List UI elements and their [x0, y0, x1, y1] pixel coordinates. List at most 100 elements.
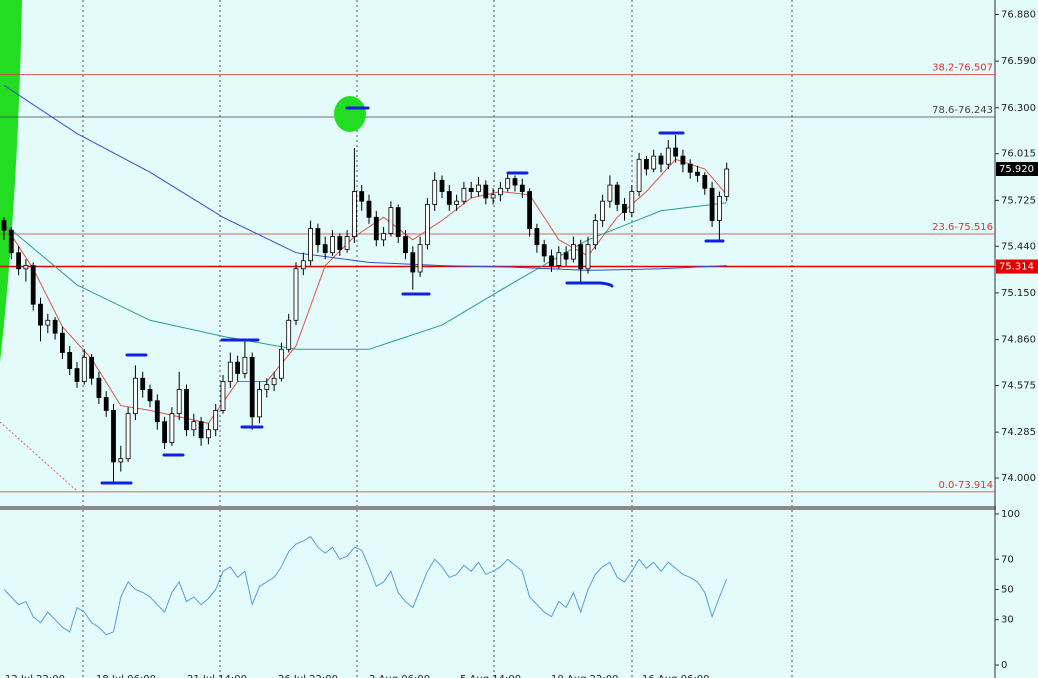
candle-body	[410, 252, 416, 273]
candle-body	[614, 184, 620, 205]
candle-body	[330, 236, 335, 254]
candle-body	[351, 191, 357, 238]
candle-body	[687, 163, 693, 173]
candle-body	[439, 179, 445, 192]
y-tick-label: 50	[1001, 584, 1014, 595]
candle-body	[519, 184, 525, 192]
price-marker	[996, 259, 1038, 274]
candle-body	[629, 191, 635, 213]
candle-body	[293, 268, 299, 321]
candle-body	[680, 155, 686, 165]
candle-body	[359, 191, 365, 202]
candle-body	[571, 244, 576, 260]
candle-body	[622, 204, 627, 213]
candle-body	[96, 377, 102, 398]
candle-body	[717, 195, 722, 221]
time-label: 26 Jul 22:00	[278, 674, 338, 678]
trend-line	[0, 421, 77, 491]
candle-body	[709, 187, 715, 221]
time-grid	[82, 0, 793, 678]
candle-body	[702, 175, 708, 189]
price-marker	[996, 162, 1038, 176]
candle-body	[198, 421, 204, 439]
candle-body	[140, 377, 146, 390]
candle-body	[403, 236, 408, 254]
candle-body	[337, 236, 343, 250]
candle-body	[162, 421, 168, 444]
candle-body	[30, 265, 36, 305]
y-tick-label: 30	[1001, 615, 1014, 626]
candle-body	[235, 361, 241, 374]
time-label: 2 Aug 06:00	[369, 674, 430, 678]
panel-separator	[0, 506, 996, 510]
candle-body	[38, 303, 43, 326]
candle-body	[673, 147, 678, 157]
candle-body	[154, 400, 160, 423]
candle-body	[286, 319, 292, 350]
green-arc	[0, 0, 22, 362]
candle-body	[118, 458, 124, 463]
candle-body	[388, 207, 394, 234]
candle-body	[8, 229, 14, 254]
fib-level-label: 38.2-76.507	[932, 63, 993, 74]
candle-body	[23, 265, 29, 270]
candle-body	[446, 191, 452, 205]
candle-body	[89, 356, 94, 379]
candle-body	[1, 220, 7, 231]
candle-body	[242, 356, 248, 374]
y-tick-label: 0	[1001, 660, 1007, 671]
candle-body	[592, 220, 598, 246]
candle-body	[213, 410, 219, 431]
fib-level-label: 23.6-75.516	[932, 222, 993, 233]
candle-body	[176, 389, 182, 415]
candle-body	[578, 244, 584, 270]
candle-body	[497, 187, 503, 196]
candle-body	[308, 228, 314, 262]
candle-body	[512, 178, 518, 186]
time-label: 16 Aug 06:00	[642, 674, 709, 678]
candle-body	[483, 184, 489, 199]
candle-body	[16, 252, 22, 270]
y-tick-label: 74.575	[1001, 380, 1036, 391]
candle-body	[111, 410, 116, 463]
candle-body	[278, 348, 284, 379]
candle-body	[505, 178, 511, 189]
candle-body	[563, 252, 569, 260]
candle-body	[184, 389, 189, 431]
y-tick-label: 75.150	[1001, 288, 1036, 299]
candle-body	[132, 377, 138, 415]
candle-body	[315, 228, 321, 246]
candle-body	[264, 384, 270, 390]
candle-body	[344, 236, 350, 250]
candle-body	[300, 260, 306, 270]
y-tick-label: 76.590	[1001, 56, 1036, 67]
y-tick-label: 76.015	[1001, 149, 1036, 160]
candle-body	[257, 389, 262, 418]
candle-body	[556, 252, 562, 266]
candle-body	[585, 244, 591, 270]
y-tick-label: 70	[1001, 554, 1014, 565]
candle-body	[373, 216, 379, 241]
y-tick-label: 75.725	[1001, 195, 1036, 206]
candle-body	[432, 179, 438, 205]
candle-body	[81, 356, 87, 382]
candle-body	[205, 429, 211, 439]
candle-body	[600, 200, 605, 221]
level-markers	[100, 106, 725, 485]
fib-level-label: 0.0-73.914	[938, 480, 993, 491]
candle-body	[103, 397, 109, 411]
candle-body	[534, 228, 540, 246]
fib-level-label: 78.6-76.243	[932, 105, 993, 116]
candle-body	[549, 255, 554, 266]
y-tick-label: 74.860	[1001, 335, 1036, 346]
candle-body	[658, 155, 664, 165]
candle-body	[271, 377, 277, 386]
candle-body	[381, 232, 387, 241]
candle-body	[249, 356, 255, 418]
candle-body	[607, 184, 613, 202]
moving-average	[3, 158, 728, 424]
candle-body	[52, 319, 58, 334]
candle-body	[454, 200, 460, 205]
candle-body	[220, 381, 226, 411]
